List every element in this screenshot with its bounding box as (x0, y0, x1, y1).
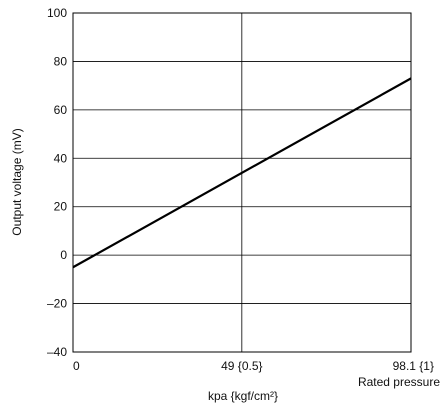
y-tick-label: 100 (47, 6, 67, 20)
y-tick-label: –20 (47, 297, 67, 311)
grid-layer (73, 13, 411, 352)
series-layer (72, 77, 412, 269)
y-tick-label: 60 (54, 103, 68, 117)
y-tick-label: 0 (60, 248, 67, 262)
plot-frame (72, 12, 412, 353)
y-tick-label: 80 (54, 54, 68, 68)
x-axis-label: kpa {kgf/cm²} (208, 389, 278, 403)
series-line (72, 77, 412, 269)
x-tick-label: 98.1 {1} (393, 359, 434, 373)
y-axis-label: Output voltage (mV) (10, 128, 24, 235)
y-tick-label: –40 (47, 345, 67, 359)
x-tick-layer: 0 49 {0.5} 98.1 {1} (73, 359, 434, 373)
y-tick-label: 20 (54, 200, 68, 214)
x-tick-sublabel: Rated pressure (358, 375, 440, 389)
x-tick-label: 49 {0.5} (221, 359, 262, 373)
y-tick-layer: 100 80 60 40 20 0 –20 –40 (47, 6, 67, 359)
x-tick-label: 0 (73, 359, 80, 373)
y-tick-label: 40 (54, 151, 68, 165)
